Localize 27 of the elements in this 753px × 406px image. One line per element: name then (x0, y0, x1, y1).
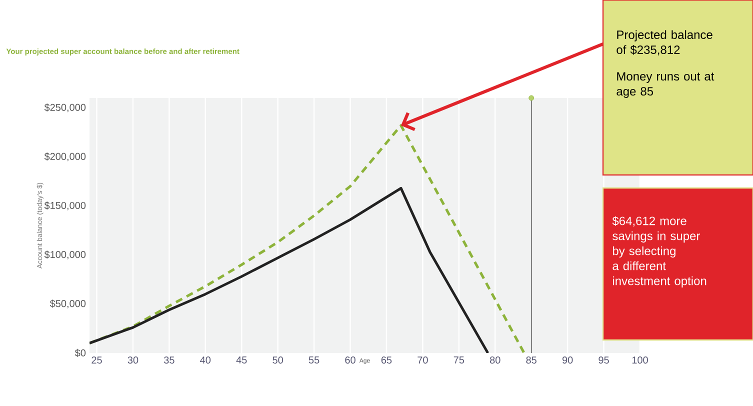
x-tick-label: 30 (128, 356, 138, 364)
x-tick-label: 70 (418, 356, 428, 364)
y-tick-label: $150,000 (44, 202, 86, 210)
annotation: Projected balance of $235,812 (616, 30, 712, 56)
x-tick-label: 80 (490, 356, 500, 364)
x-tick-label: 65 (381, 356, 392, 364)
x-tick-label: 75 (454, 356, 464, 364)
y-tick-label: $50,000 (50, 300, 86, 308)
y-tick-label: $250,000 (44, 103, 86, 112)
line-series (90, 186, 490, 353)
text: Money runs out at age 85 (616, 72, 714, 98)
y-tick-label: $100,000 (44, 250, 86, 260)
x-tick-label: 50 (272, 356, 284, 364)
x-tick-label: 85 (526, 356, 536, 364)
x-tick-label: 45 (236, 356, 247, 364)
line-series (90, 124, 526, 353)
x-tick-label: 60 (345, 356, 356, 364)
x-tick-label: 100 (632, 356, 648, 364)
x-tick-label: 55 (308, 356, 320, 364)
x-tick-label: 35 (164, 356, 174, 364)
annotation: $64,612 more savings in super by selecting a different investment option (612, 216, 706, 288)
x-tick-label: 95 (598, 356, 609, 364)
y-tick-label: $200,000 (44, 152, 86, 162)
y-tick-label: $0 (74, 348, 86, 358)
x-tick-label: 25 (92, 356, 102, 364)
x-tick-label: 40 (200, 356, 211, 364)
x-tick-label: 90 (562, 356, 573, 364)
